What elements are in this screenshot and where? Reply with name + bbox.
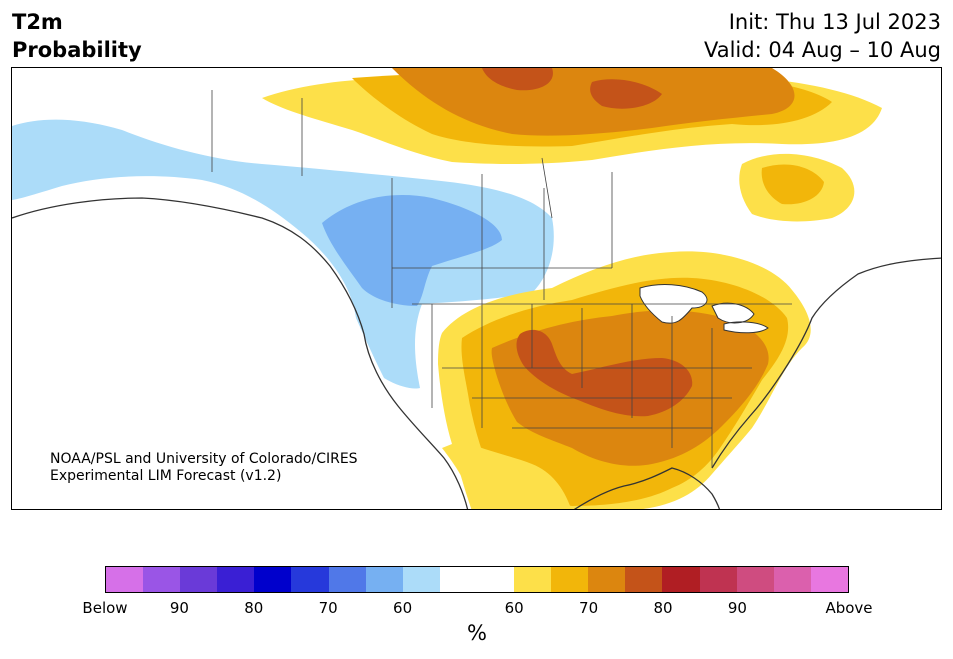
credit-line-1: NOAA/PSL and University of Colorado/CIRE… bbox=[50, 451, 358, 467]
colorbar-segment bbox=[291, 567, 329, 592]
colorbar-tick-label: Above bbox=[825, 599, 873, 617]
colorbar-segment bbox=[588, 567, 626, 592]
colorbar-tick-label: 90 bbox=[727, 599, 747, 617]
colorbar-tick-label: 70 bbox=[579, 599, 599, 617]
map-canvas bbox=[12, 68, 941, 509]
colorbar-tick-label: 60 bbox=[504, 599, 524, 617]
colorbar-segment bbox=[254, 567, 292, 592]
above-normal-region-labrador-mid bbox=[761, 164, 824, 205]
colorbar-segment bbox=[328, 567, 366, 592]
colorbar-unit-label: % bbox=[467, 621, 487, 645]
colorbar-segment bbox=[217, 567, 255, 592]
colorbar-segment bbox=[143, 567, 181, 592]
colorbar-tick-label: 70 bbox=[318, 599, 338, 617]
colorbar-segment bbox=[402, 567, 440, 592]
colorbar-tick-label: 90 bbox=[169, 599, 189, 617]
variable-label: T2m bbox=[12, 10, 63, 34]
below-normal-region-light bbox=[12, 119, 554, 389]
colorbar-tick-label: 80 bbox=[244, 599, 264, 617]
init-date: Init: Thu 13 Jul 2023 bbox=[728, 10, 941, 34]
colorbar-segment bbox=[476, 567, 515, 592]
probability-colorbar bbox=[105, 566, 849, 593]
colorbar-tick-label: 60 bbox=[393, 599, 413, 617]
product-label: Probability bbox=[12, 38, 142, 62]
above-normal-region-arctic-strong bbox=[392, 68, 795, 136]
colorbar-segment bbox=[551, 567, 589, 592]
credit-text: NOAA/PSL and University of Colorado/CIRE… bbox=[50, 451, 358, 485]
colorbar-segment bbox=[106, 567, 144, 592]
colorbar-tick-label: 80 bbox=[653, 599, 673, 617]
colorbar-segment bbox=[736, 567, 774, 592]
valid-range: Valid: 04 Aug – 10 Aug bbox=[703, 38, 941, 62]
above-normal-region-mexico bbox=[442, 440, 572, 509]
state-borders bbox=[211, 90, 792, 468]
colorbar-segment bbox=[662, 567, 700, 592]
colorbar-segment bbox=[773, 567, 811, 592]
colorbar-segment bbox=[514, 567, 552, 592]
colorbar-segment bbox=[625, 567, 663, 592]
colorbar-segment bbox=[365, 567, 403, 592]
colorbar-segment bbox=[699, 567, 737, 592]
credit-line-2: Experimental LIM Forecast (v1.2) bbox=[50, 468, 282, 484]
colorbar-segment bbox=[810, 567, 848, 592]
map-title: T2m Probability bbox=[12, 8, 142, 64]
above-normal-region-us-75 bbox=[516, 329, 693, 417]
forecast-map: NOAA/PSL and University of Colorado/CIRE… bbox=[11, 67, 942, 510]
date-info: Init: Thu 13 Jul 2023 Valid: 04 Aug – 10… bbox=[704, 8, 941, 64]
above-normal-region-arctic-peak bbox=[482, 68, 662, 109]
colorbar-segment bbox=[439, 567, 477, 592]
colorbar-segment bbox=[180, 567, 218, 592]
colorbar-tick-label: Below bbox=[82, 599, 128, 617]
coastline bbox=[12, 197, 941, 509]
below-normal-region-core bbox=[322, 195, 502, 306]
